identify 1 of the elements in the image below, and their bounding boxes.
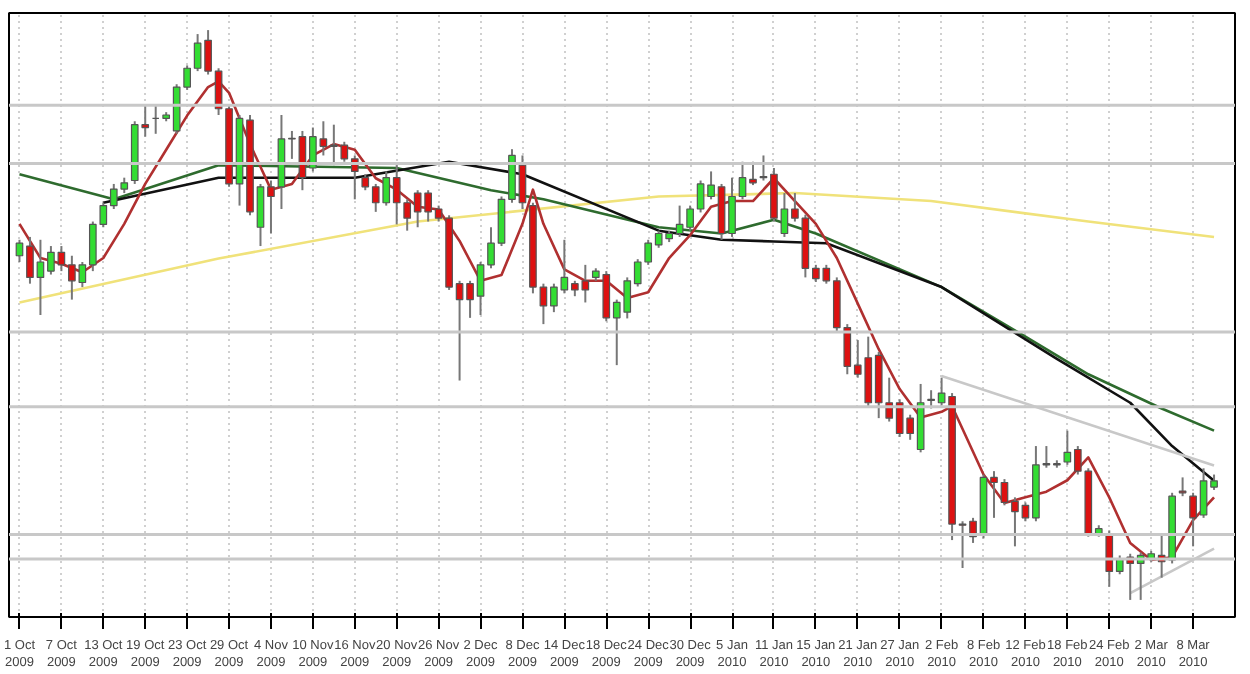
- candlestick: [1178, 476, 1187, 498]
